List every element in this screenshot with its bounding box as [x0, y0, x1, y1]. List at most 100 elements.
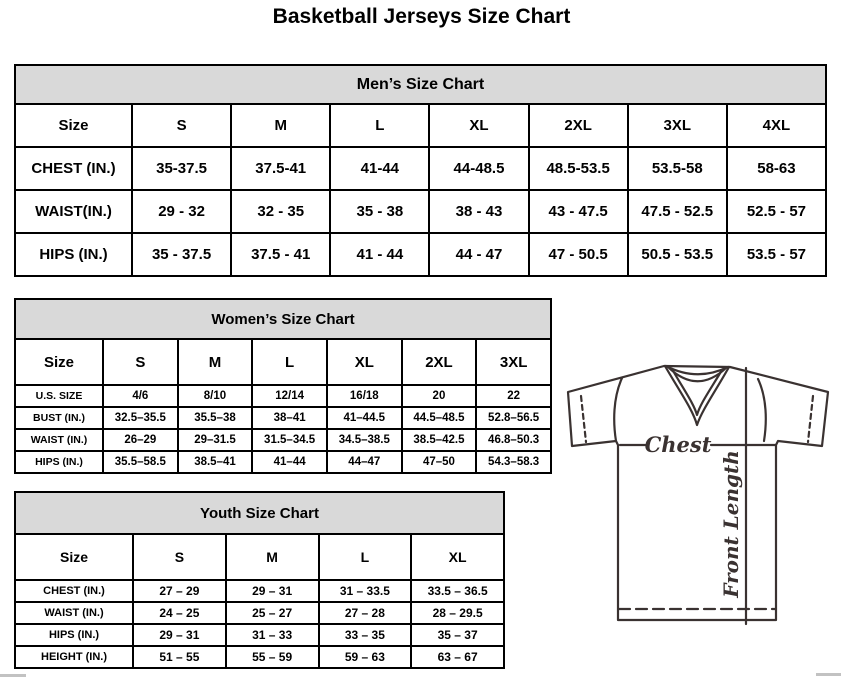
- value-cell: 41-44: [329, 146, 431, 191]
- column-header: M: [176, 338, 254, 386]
- value-cell: 47.5 - 52.5: [626, 189, 728, 234]
- value-cell: 38.5–41: [176, 450, 254, 474]
- value-cell: 55 – 59: [224, 645, 320, 669]
- column-header: XL: [410, 533, 505, 581]
- value-cell: 25 – 27: [224, 601, 320, 625]
- value-cell: 31 – 33.5: [317, 579, 413, 603]
- value-cell: 28 – 29.5: [410, 601, 505, 625]
- value-cell: 52.5 - 57: [725, 189, 828, 234]
- column-header: XL: [428, 103, 530, 148]
- size-header: Size: [14, 338, 104, 386]
- column-header: 3XL: [475, 338, 552, 386]
- column-header: L: [317, 533, 413, 581]
- value-cell: 35.5–58.5: [102, 450, 179, 474]
- value-cell: 27 – 28: [317, 601, 413, 625]
- row-label: HIPS (IN.): [14, 232, 133, 277]
- value-cell: 22: [475, 384, 552, 408]
- table-row: CHEST (IN.) 35-37.5 37.5-41 41-44 44-48.5 48.…: [14, 146, 828, 191]
- column-header-row: Size S M L XL: [14, 533, 505, 581]
- value-cell: 44.5–48.5: [400, 406, 478, 430]
- table-row: BUST (IN.) 32.5–35.5 35.5–38 38–41 41–44.5 44…: [14, 406, 552, 430]
- scrollbar-fragment-left: [0, 674, 26, 677]
- value-cell: 63 – 67: [410, 645, 505, 669]
- value-cell: 32 - 35: [230, 189, 332, 234]
- column-header: S: [130, 103, 233, 148]
- jersey-outline-icon: Chest Front Length: [566, 364, 830, 626]
- value-cell: 31.5–34.5: [251, 428, 328, 452]
- table-row: HIPS (IN.) 29 – 31 31 – 33 33 – 35 35 – 37: [14, 623, 505, 647]
- womens-size-table: Women’s Size Chart Size S M L XL 2XL 3XL U.S. SI…: [14, 298, 552, 474]
- value-cell: 35 - 38: [329, 189, 431, 234]
- mens-size-table: Men’s Size Chart Size S M L XL 2XL 3XL 4XL CHEST …: [14, 64, 828, 277]
- value-cell: 52.8–56.5: [475, 406, 552, 430]
- row-label: CHEST (IN.): [14, 579, 134, 603]
- value-cell: 37.5-41: [230, 146, 332, 191]
- row-label: HIPS (IN.): [14, 450, 104, 474]
- value-cell: 53.5-58: [626, 146, 728, 191]
- column-header-row: Size S M L XL 2XL 3XL 4XL: [14, 103, 828, 148]
- value-cell: 29–31.5: [176, 428, 254, 452]
- value-cell: 12/14: [251, 384, 328, 408]
- table-row: HIPS (IN.) 35 - 37.5 37.5 - 41 41 - 44 44 - …: [14, 232, 828, 277]
- scrollbar-fragment-right: [816, 673, 841, 676]
- value-cell: 37.5 - 41: [230, 232, 332, 277]
- table-row: U.S. SIZE 4/6 8/10 12/14 16/18 20 22: [14, 384, 552, 408]
- value-cell: 32.5–35.5: [102, 406, 179, 430]
- value-cell: 35 - 37.5: [130, 232, 233, 277]
- row-label: U.S. SIZE: [14, 384, 104, 408]
- value-cell: 38–41: [251, 406, 328, 430]
- value-cell: 16/18: [325, 384, 403, 408]
- value-cell: 43 - 47.5: [527, 189, 629, 234]
- value-cell: 35-37.5: [130, 146, 233, 191]
- column-header: 2XL: [400, 338, 478, 386]
- value-cell: 35 – 37: [410, 623, 505, 647]
- table-title: Youth Size Chart: [14, 491, 505, 535]
- chest-label: Chest: [645, 432, 712, 457]
- value-cell: 34.5–38.5: [325, 428, 403, 452]
- row-label: WAIST (IN.): [14, 428, 104, 452]
- value-cell: 35.5–38: [176, 406, 254, 430]
- value-cell: 4/6: [102, 384, 179, 408]
- value-cell: 41–44.5: [325, 406, 403, 430]
- table-row: CHEST (IN.) 27 – 29 29 – 31 31 – 33.5 33.5 –…: [14, 579, 505, 603]
- row-label: HIPS (IN.): [14, 623, 134, 647]
- column-header-row: Size S M L XL 2XL 3XL: [14, 338, 552, 386]
- value-cell: 41 - 44: [329, 232, 431, 277]
- youth-size-table: Youth Size Chart Size S M L XL CHEST (IN.) 27 –…: [14, 491, 505, 669]
- value-cell: 44-48.5: [428, 146, 530, 191]
- value-cell: 58-63: [725, 146, 828, 191]
- jersey-measurement-diagram: Chest Front Length: [552, 352, 843, 630]
- table-row: HIPS (IN.) 35.5–58.5 38.5–41 41–44 44–47 47–5…: [14, 450, 552, 474]
- table-title: Women’s Size Chart: [14, 298, 552, 340]
- value-cell: 47 - 50.5: [527, 232, 629, 277]
- value-cell: 50.5 - 53.5: [626, 232, 728, 277]
- value-cell: 20: [400, 384, 478, 408]
- value-cell: 27 – 29: [132, 579, 227, 603]
- value-cell: 38 - 43: [428, 189, 530, 234]
- row-label: WAIST(IN.): [14, 189, 133, 234]
- value-cell: 31 – 33: [224, 623, 320, 647]
- value-cell: 59 – 63: [317, 645, 413, 669]
- value-cell: 26–29: [102, 428, 179, 452]
- table-row: HEIGHT (IN.) 51 – 55 55 – 59 59 – 63 63 – 67: [14, 645, 505, 669]
- value-cell: 51 – 55: [132, 645, 227, 669]
- value-cell: 41–44: [251, 450, 328, 474]
- row-label: CHEST (IN.): [14, 146, 133, 191]
- table-title: Men’s Size Chart: [14, 64, 827, 105]
- value-cell: 33 – 35: [317, 623, 413, 647]
- column-header: M: [224, 533, 320, 581]
- value-cell: 33.5 – 36.5: [410, 579, 505, 603]
- value-cell: 44–47: [325, 450, 403, 474]
- table-row: WAIST(IN.) 29 - 32 32 - 35 35 - 38 38 - 43 43…: [14, 189, 828, 234]
- column-header: L: [329, 103, 431, 148]
- row-label: BUST (IN.): [14, 406, 104, 430]
- value-cell: 29 – 31: [132, 623, 227, 647]
- value-cell: 47–50: [400, 450, 478, 474]
- value-cell: 29 - 32: [130, 189, 233, 234]
- column-header: S: [132, 533, 227, 581]
- column-header: L: [251, 338, 328, 386]
- value-cell: 48.5-53.5: [527, 146, 629, 191]
- size-header: Size: [14, 103, 133, 148]
- value-cell: 44 - 47: [428, 232, 530, 277]
- value-cell: 29 – 31: [224, 579, 320, 603]
